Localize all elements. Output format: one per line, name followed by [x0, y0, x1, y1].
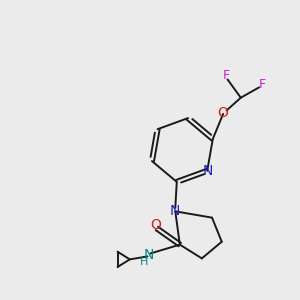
Text: F: F [223, 69, 230, 82]
Text: H: H [140, 257, 148, 267]
Text: O: O [150, 218, 161, 232]
Text: F: F [259, 78, 266, 91]
Text: N: N [170, 204, 181, 218]
Text: N: N [144, 248, 154, 262]
Text: O: O [217, 106, 228, 120]
Text: N: N [202, 164, 213, 178]
